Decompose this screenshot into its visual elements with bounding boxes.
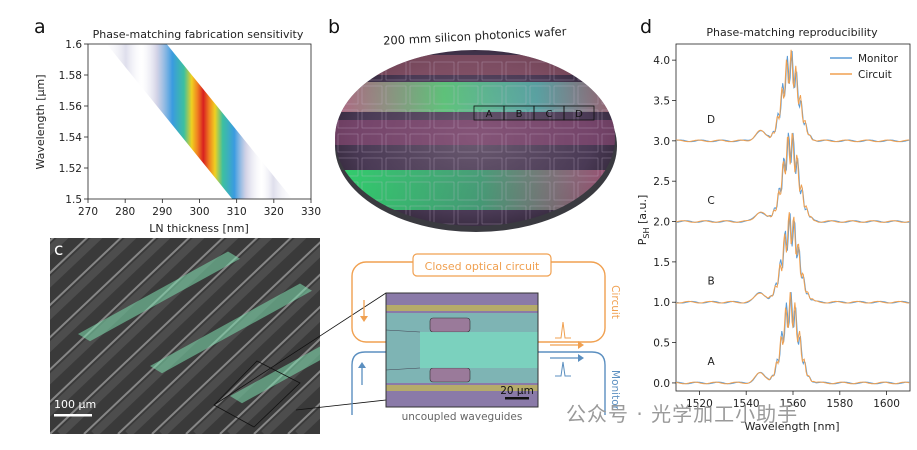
scale-bar (54, 414, 92, 417)
panel-letter-d: d (640, 16, 653, 38)
legend-label: Monitor (858, 53, 899, 65)
legend: Monitor Circuit (830, 53, 899, 81)
phase-matching-band (106, 44, 293, 199)
trace-c-circuit (675, 133, 910, 223)
panel-d-axes (675, 43, 911, 392)
band-polygon (106, 44, 293, 199)
trace-c-monitor (676, 132, 910, 223)
panel-a-xlabel: LN thickness [nm] (149, 222, 249, 235)
trace-a-circuit (675, 292, 910, 385)
trace-d-circuit (675, 49, 910, 143)
y-tick-label: 3.5 (653, 95, 670, 107)
y-tick-label: 1.5 (65, 194, 82, 206)
uncoupled-label: uncoupled waveguides (402, 411, 523, 423)
closed-circuit-label: Closed optical circuit (425, 260, 540, 273)
x-tick-label: 310 (227, 206, 247, 218)
y-tick-label: 1.58 (59, 70, 82, 82)
x-tick-label: 320 (264, 206, 284, 218)
y-tick-label: 1.0 (653, 297, 670, 309)
waveguide-highlight (78, 251, 240, 342)
monitor-label: Monitor (609, 370, 621, 411)
trace-label: A (708, 356, 716, 368)
waveguide-highlight (230, 346, 320, 404)
x-tick-label: 1520 (686, 398, 713, 410)
y-tick-label: 3.0 (653, 136, 670, 148)
trace-label: D (707, 114, 715, 126)
scale-bar-label: 100 μm (54, 398, 97, 411)
y-tick-label: 1.52 (59, 163, 82, 175)
die-label: A (486, 109, 493, 120)
x-tick-label: 1560 (780, 398, 807, 410)
x-tick-label: 270 (78, 206, 98, 218)
y-tick-label: 1.56 (59, 101, 83, 113)
panel-a-title: Phase-matching fabrication sensitivity (93, 28, 304, 41)
panel-letter-b: b (328, 16, 341, 38)
x-tick-label: 1580 (826, 398, 853, 410)
y-tick-label: 2.5 (653, 176, 670, 188)
x-tick-label: 280 (115, 206, 135, 218)
y-tick-label: 2.0 (653, 217, 670, 229)
die-box (563, 105, 595, 121)
die-label: C (546, 109, 553, 120)
trace-label: B (707, 275, 714, 287)
panel-letter-a: a (34, 16, 46, 38)
x-tick-label: 1600 (873, 398, 900, 410)
x-tick-label: 330 (301, 206, 321, 218)
y-tick-label: 0.5 (653, 338, 670, 350)
panel-d-title: Phase-matching reproducibility (706, 26, 878, 39)
die-label: B (516, 109, 523, 120)
die-label: D (575, 109, 583, 120)
panel-letter-c: c (54, 240, 64, 260)
trace-label: C (707, 195, 714, 207)
y-tick-label: 1.6 (65, 39, 82, 51)
panel-d-xlabel: Wavelength [nm] (744, 420, 839, 433)
x-tick-label: 1540 (733, 398, 760, 410)
trace-b-circuit (675, 212, 910, 304)
y-tick-label: 0.0 (653, 378, 670, 390)
y-tick-label: 1.5 (653, 257, 670, 269)
die-labels: A B C D (473, 105, 595, 121)
x-tick-label: 300 (189, 206, 209, 218)
x-tick-label: 290 (152, 206, 172, 218)
legend-label: Circuit (858, 69, 892, 81)
waveguide-highlight (150, 283, 312, 374)
panel-d-ylabel: PSH [a.u.] (636, 195, 651, 246)
micrograph-scale-label: 20 μm (500, 385, 534, 397)
panel-a-ylabel: Wavelength [μm] (34, 74, 47, 169)
trace-a-monitor (676, 292, 910, 385)
panel-a-heatmap: Phase-matching fabrication sensitivity 2… (34, 28, 321, 235)
circuit-label: Circuit (609, 285, 621, 319)
y-tick-label: 1.54 (59, 132, 83, 144)
panel-c-sem-image: c 100 μm (50, 238, 320, 434)
y-tick-label: 4.0 (653, 55, 670, 67)
watermark-text: 公众号 · 光学加工小助手 (566, 402, 799, 426)
